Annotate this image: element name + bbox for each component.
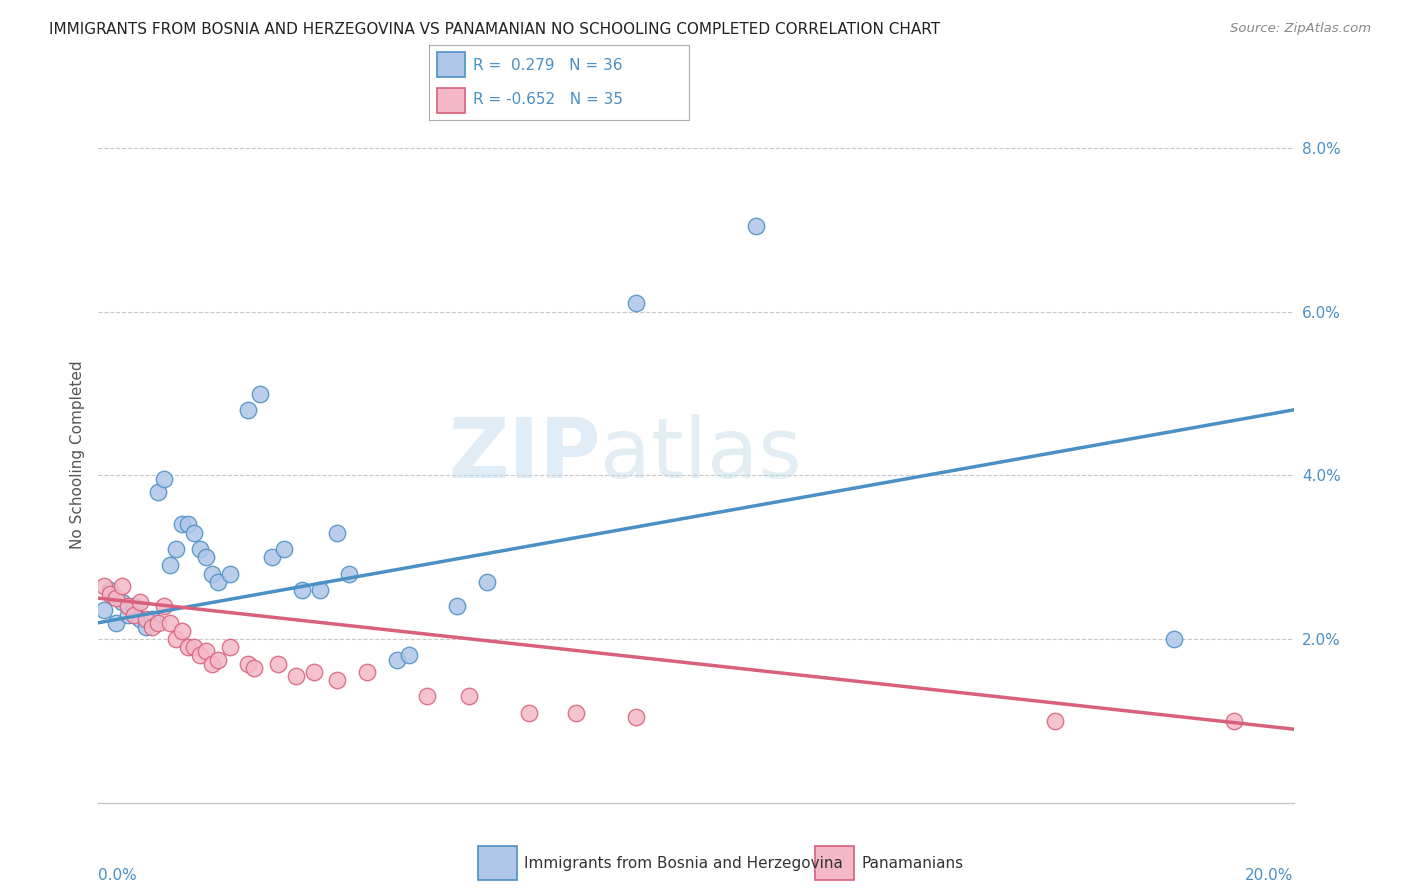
Point — [249, 386, 271, 401]
Point — [236, 657, 259, 671]
Point — [745, 219, 768, 233]
Point — [159, 558, 181, 573]
Point — [302, 665, 325, 679]
Text: Panamanians: Panamanians — [860, 855, 963, 871]
Point — [105, 591, 128, 606]
Point — [117, 599, 139, 614]
Point — [135, 612, 157, 626]
Text: R = -0.652   N = 35: R = -0.652 N = 35 — [472, 93, 623, 107]
Point — [1043, 714, 1066, 728]
Point — [183, 640, 205, 655]
Point — [141, 620, 163, 634]
Bar — [815, 846, 855, 880]
Point — [1223, 714, 1246, 728]
Point — [284, 669, 307, 683]
Point — [446, 599, 468, 614]
Point — [458, 690, 481, 704]
Point — [326, 673, 349, 687]
Point — [201, 566, 224, 581]
Point — [260, 550, 283, 565]
Point — [308, 582, 330, 597]
Point — [624, 710, 647, 724]
Point — [141, 612, 163, 626]
Point — [188, 648, 211, 663]
Point — [93, 603, 115, 617]
Point — [117, 607, 139, 622]
Point — [475, 574, 498, 589]
Point — [188, 542, 211, 557]
Point — [153, 473, 176, 487]
Text: Source: ZipAtlas.com: Source: ZipAtlas.com — [1230, 22, 1371, 36]
Point — [201, 657, 224, 671]
Point — [243, 661, 266, 675]
Point — [177, 517, 200, 532]
Point — [98, 582, 122, 597]
Bar — [437, 87, 465, 112]
Point — [148, 484, 170, 499]
Point — [105, 615, 128, 630]
Point — [219, 566, 242, 581]
Point — [159, 615, 181, 630]
Point — [290, 582, 312, 597]
Point — [326, 525, 349, 540]
Point — [165, 632, 187, 646]
Point — [273, 542, 295, 557]
Point — [111, 595, 134, 609]
Point — [517, 706, 540, 720]
Point — [111, 579, 134, 593]
Point — [207, 652, 229, 666]
Point — [183, 525, 205, 540]
Bar — [478, 846, 517, 880]
Y-axis label: No Schooling Completed: No Schooling Completed — [69, 360, 84, 549]
Point — [207, 574, 229, 589]
Point — [194, 550, 218, 565]
Point — [339, 566, 360, 581]
Point — [93, 579, 115, 593]
Point — [172, 517, 194, 532]
Point — [385, 652, 409, 666]
Text: atlas: atlas — [600, 415, 801, 495]
Point — [356, 665, 378, 679]
Point — [177, 640, 200, 655]
Text: ZIP: ZIP — [449, 415, 600, 495]
Point — [565, 706, 588, 720]
Point — [398, 648, 420, 663]
Point — [416, 690, 439, 704]
Point — [129, 595, 152, 609]
Text: 0.0%: 0.0% — [98, 868, 138, 883]
Point — [129, 612, 152, 626]
Text: IMMIGRANTS FROM BOSNIA AND HERZEGOVINA VS PANAMANIAN NO SCHOOLING COMPLETED CORR: IMMIGRANTS FROM BOSNIA AND HERZEGOVINA V… — [49, 22, 941, 37]
Point — [194, 644, 218, 658]
Point — [165, 542, 187, 557]
Point — [1163, 632, 1185, 646]
Bar — [437, 52, 465, 78]
Point — [98, 587, 122, 601]
Point — [236, 403, 259, 417]
Point — [124, 599, 146, 614]
Point — [148, 615, 170, 630]
Point — [267, 657, 290, 671]
Point — [172, 624, 194, 638]
Text: Immigrants from Bosnia and Herzegovina: Immigrants from Bosnia and Herzegovina — [524, 855, 842, 871]
Text: R =  0.279   N = 36: R = 0.279 N = 36 — [472, 58, 623, 72]
Point — [624, 296, 647, 310]
Point — [124, 607, 146, 622]
Text: 20.0%: 20.0% — [1246, 868, 1294, 883]
Point — [135, 620, 157, 634]
Point — [219, 640, 242, 655]
Point — [153, 599, 176, 614]
